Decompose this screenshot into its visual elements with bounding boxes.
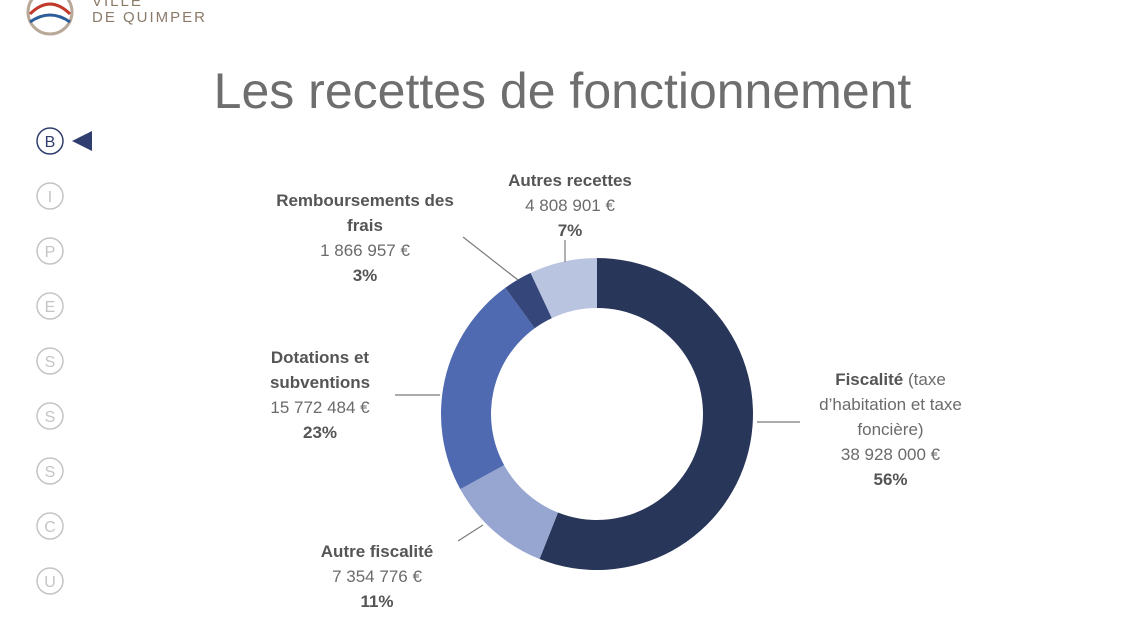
nav-letter: P: [45, 244, 56, 261]
chart-title: Les recettes de fonctionnement: [213, 63, 912, 119]
value-label: 3%: [352, 266, 378, 285]
amount-label: 1 866 957 €: [320, 241, 410, 260]
nav-circle: [36, 457, 64, 485]
logo-line: VILLE: [92, 0, 143, 10]
logo-icon: [26, 0, 74, 36]
leader-line: [462, 236, 519, 281]
nav-letter: B: [45, 134, 56, 151]
category-note: (taxe d’habitation et taxe foncière): [819, 370, 962, 439]
nav-circle: [36, 402, 64, 430]
category-name: Remboursements des frais: [276, 191, 454, 235]
amount-label: 7 354 776 €: [332, 567, 422, 586]
logo-text: VILLE DE QUIMPER: [92, 0, 207, 26]
slice-label: Remboursements des frais 1 866 957 € 3%: [270, 188, 460, 288]
value-label: 23%: [302, 423, 338, 442]
donut-slice: [505, 272, 552, 329]
value-label: 56%: [873, 470, 908, 489]
nav-letter: E: [45, 299, 56, 316]
amount-label: 4 808 901 €: [525, 196, 615, 215]
nav-circle: [36, 127, 64, 155]
nav-letter: U: [44, 574, 56, 591]
amount-label: 15 772 484 €: [270, 398, 370, 417]
nav-pointer: [72, 131, 92, 151]
donut-slice: [530, 258, 597, 319]
donut-slice: [441, 287, 535, 490]
nav-circle: [36, 292, 64, 320]
nav-circle: [36, 237, 64, 265]
value-label: 7%: [557, 221, 583, 240]
nav-letter: C: [44, 519, 56, 536]
logo-line: DE QUIMPER: [92, 9, 208, 26]
slice-label: Dotations et subventions 15 772 484 € 23%: [245, 345, 395, 445]
amount-label: 38 928 000 €: [840, 445, 941, 464]
slice-label: Autre fiscalité 7 354 776 € 11%: [292, 539, 462, 614]
nav-letter: I: [48, 189, 52, 206]
leader-line: [457, 524, 484, 542]
nav-letter: S: [45, 464, 56, 481]
nav-circle: [36, 347, 64, 375]
nav-letter: S: [45, 354, 56, 371]
category-name: Autre fiscalité: [320, 542, 434, 561]
nav-circle: [36, 512, 64, 540]
donut-slice: [460, 465, 558, 560]
category-name: Fiscalité: [835, 370, 904, 389]
nav-circle: [36, 567, 64, 595]
slice-label: Fiscalité (taxe d’habitation et taxe fon…: [808, 367, 973, 492]
category-name: Autres recettes: [508, 171, 632, 190]
nav-letter: S: [45, 409, 56, 426]
value-label: 11%: [360, 592, 394, 611]
donut-slice: [539, 258, 754, 570]
slice-label: Autres recettes 4 808 901 € 7%: [480, 168, 660, 243]
category-name: Dotations et subventions: [269, 348, 371, 392]
nav-circle: [36, 182, 64, 210]
